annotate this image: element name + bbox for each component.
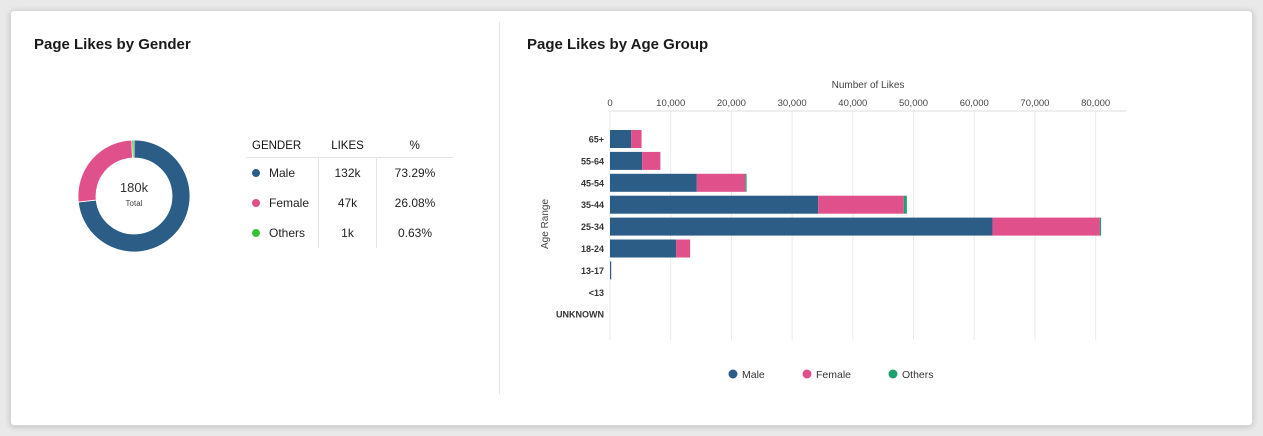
y-tick-label: UNKNOWN	[556, 310, 604, 320]
female-dot-icon	[252, 199, 260, 207]
header-gender: GENDER	[246, 135, 319, 158]
bar-male[interactable]	[610, 130, 632, 148]
bar-female[interactable]	[676, 239, 691, 258]
others-dot-icon	[252, 229, 260, 237]
bar-female[interactable]	[631, 130, 642, 148]
legend-others-dot-icon	[888, 369, 898, 379]
bar-male[interactable]	[610, 173, 697, 192]
bar-female[interactable]	[992, 217, 1100, 236]
x-tick-label: 80,000	[1081, 98, 1110, 109]
legend-female-label[interactable]: Female	[816, 369, 851, 381]
y-tick-label: 65+	[589, 135, 604, 145]
bar-male[interactable]	[610, 217, 993, 236]
male-dot-icon	[252, 169, 260, 177]
gender-label: Male	[269, 166, 296, 180]
x-tick-label: 0	[607, 98, 612, 109]
legend-row-others[interactable]: Others 1k 0.63%	[246, 218, 453, 248]
x-tick-label: 50,000	[899, 98, 928, 109]
y-axis-title: Age Range	[540, 199, 551, 249]
header-percent: %	[376, 135, 453, 158]
legend-header-row: GENDER LIKES %	[246, 135, 453, 158]
bar-male[interactable]	[610, 261, 612, 280]
gender-donut-chart: 180k Total	[72, 134, 196, 258]
gender-label: Female	[269, 196, 310, 210]
percent-value: 0.63%	[397, 226, 433, 240]
gender-panel-title: Page Likes by Gender	[34, 36, 191, 53]
bar-male[interactable]	[610, 151, 643, 170]
bar-female[interactable]	[818, 195, 904, 214]
y-tick-label: 25-34	[581, 222, 604, 232]
x-tick-label: 10,000	[656, 98, 685, 109]
bar-male[interactable]	[610, 195, 819, 214]
bar-female[interactable]	[642, 151, 661, 170]
likes-value: 47k	[318, 188, 377, 218]
x-tick-label: 20,000	[717, 98, 746, 109]
donut-total-label: Total	[125, 199, 143, 208]
x-tick-label: 70,000	[1020, 98, 1049, 109]
y-tick-label: 55-64	[581, 156, 604, 166]
x-tick-label: 60,000	[960, 98, 989, 109]
panel-divider	[499, 22, 500, 394]
bar-others[interactable]	[903, 195, 907, 214]
percent-value: 26.08%	[394, 196, 436, 210]
gender-label: Others	[269, 226, 306, 240]
donut-slice-male[interactable]	[77, 139, 191, 253]
percent-value: 73.29%	[394, 166, 436, 180]
bar-others[interactable]	[745, 173, 747, 192]
donut-total-value: 180k	[119, 180, 149, 195]
y-tick-label: 45-54	[581, 178, 604, 188]
legend-male-label[interactable]: Male	[742, 369, 765, 381]
x-tick-label: 30,000	[778, 98, 807, 109]
legend-others-label[interactable]: Others	[902, 369, 934, 381]
legend-male-dot-icon	[728, 369, 738, 379]
y-tick-label: <13	[589, 288, 604, 298]
bar-female[interactable]	[696, 173, 746, 192]
bar-others[interactable]	[1099, 217, 1102, 236]
x-axis-title: Number of Likes	[832, 80, 905, 91]
legend-row-female[interactable]: Female 47k 26.08%	[246, 188, 453, 218]
bar-male[interactable]	[610, 239, 677, 258]
y-tick-label: 35-44	[581, 200, 604, 210]
legend-row-male[interactable]: Male 132k 73.29%	[246, 157, 453, 188]
header-likes: LIKES	[318, 135, 377, 158]
likes-value: 1k	[318, 218, 377, 248]
age-panel-title: Page Likes by Age Group	[527, 36, 709, 53]
y-tick-label: 13-17	[581, 266, 604, 276]
y-tick-label: 18-24	[581, 244, 604, 254]
donut-slice-others[interactable]	[131, 139, 135, 159]
x-tick-label: 40,000	[838, 98, 867, 109]
likes-value: 132k	[318, 157, 377, 188]
legend-female-dot-icon	[802, 369, 812, 379]
gender-legend-table: GENDER LIKES % Male 132k 73.29% Female 4…	[246, 135, 453, 248]
